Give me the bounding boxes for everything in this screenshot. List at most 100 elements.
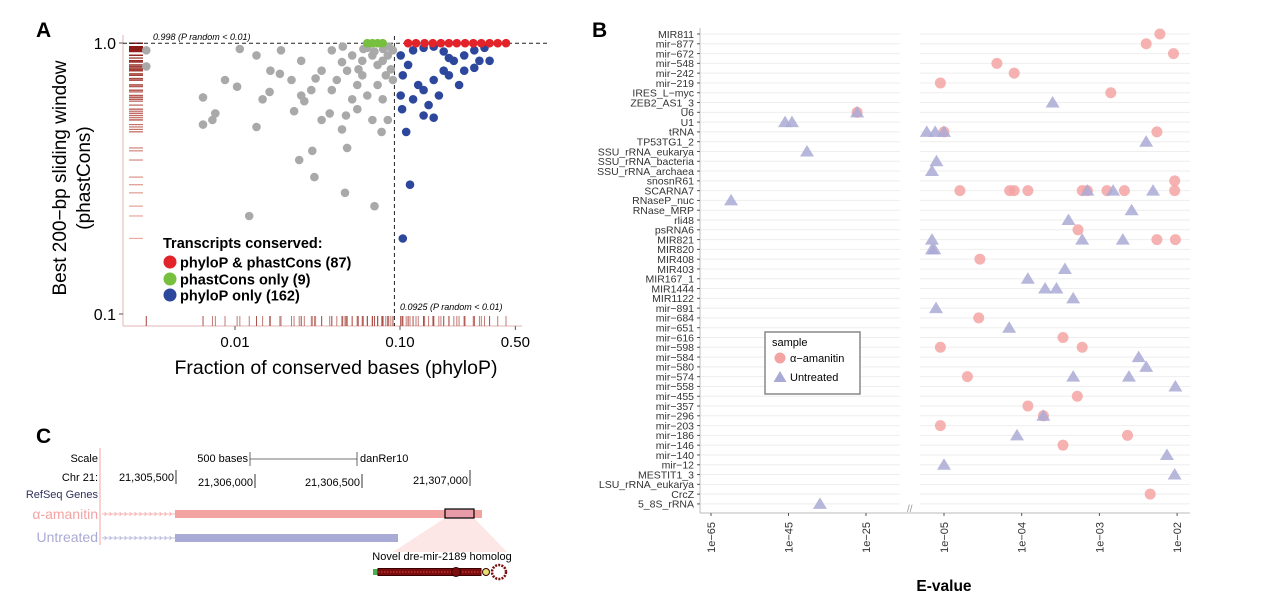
a-x-tick-label: 0.01 [220,334,249,351]
a-point-phyloP-only [429,113,439,122]
c-chrom-label: Chr 21: [62,472,98,484]
a-point-phastCons-only [378,38,388,48]
a-point-not-conserved [386,65,396,74]
b-point-alpha-amanitin [1118,185,1130,197]
c-mirna-box[interactable] [444,508,475,519]
b-row-label: rli48 [674,215,694,227]
a-point-phyloP-only [444,71,454,80]
a-point-not-conserved [340,188,350,198]
a-point-both [444,38,454,48]
c-coord-2: 21,306,000 [198,477,253,489]
c-strand-arrow-icon [149,535,152,541]
b-point-untreated [1139,360,1154,372]
b-point-alpha-amanitin [1022,185,1034,197]
b-point-untreated [812,497,827,509]
a-point-phyloP-only [398,71,408,80]
a-point-not-conserved [142,62,151,71]
b-point-alpha-amanitin [1168,48,1179,60]
a-legend-item-phastcons: phastCons only (9) [180,273,311,289]
c-scale-bar-label: 500 bases [197,453,248,465]
b-point-alpha-amanitin [1151,234,1163,246]
b-point-untreated [1010,428,1025,441]
b-point-alpha-amanitin [1076,341,1088,353]
c-strand-arrow-icon [169,535,172,541]
b-point-untreated [1106,184,1121,196]
b-point-alpha-amanitin [1008,67,1020,79]
b-row-label: MIR1122 [652,293,694,305]
a-point-phyloP-only [459,51,469,60]
a-points [142,38,511,243]
a-point-phyloP-only [439,47,449,56]
a-point-not-conserved [341,111,351,120]
a-point-both [477,38,486,48]
c-coord-4: 21,307,000 [413,475,468,487]
a-point-not-conserved [311,74,320,83]
b-legend-item-alpha: α−amanitin [790,353,844,365]
a-point-not-conserved [265,87,274,97]
a-point-not-conserved [244,211,254,221]
a-point-not-conserved [317,66,326,75]
c-strand-arrow-icon [159,535,162,541]
b-row-labels: MIR811mir−877mir−672mir−548mir−242mir−21… [597,29,700,511]
a-point-not-conserved [232,82,242,91]
c-strand-arrow-icon [114,511,117,517]
a-point-not-conserved [347,51,357,60]
a-point-both [428,38,438,48]
b-point-untreated [1124,203,1139,216]
a-point-not-conserved [363,91,372,100]
a-point-not-conserved [354,65,363,74]
b-x-tick-label: 1e−02 [1172,522,1184,553]
a-point-not-conserved [310,172,319,182]
b-point-alpha-amanitin [1169,185,1181,197]
b-row-label: ZEB2_AS1_3 [630,97,694,109]
a-point-phyloP-only [408,46,418,55]
a-point-phyloP-only [429,75,439,85]
b-point-alpha-amanitin [1169,175,1181,187]
a-x-tick-label: 0.10 [385,334,414,351]
panel-a-scatter: 0.01 0.10 0.50 1.0 0.1 0.998 (P random < 0.0… [50,32,548,379]
b-row-label: mir−548 [656,58,694,70]
a-point-phyloP-only [470,63,479,73]
b-row-label: mir−455 [656,391,694,403]
c-intron-arrows-alpha [102,511,175,517]
c-assembly-label: danRer10 [360,453,408,465]
c-track-label-untreated: Untreated [37,529,98,545]
a-point-not-conserved [388,75,398,85]
b-row-label: mir−146 [656,440,694,452]
a-point-not-conserved [353,80,362,90]
c-strand-arrow-icon [109,535,112,541]
b-point-alpha-amanitin [1144,488,1156,500]
c-coord-3: 21,306,500 [305,477,360,489]
b-row-label: SSU_rRNA_eukarya [598,146,694,158]
b-point-untreated [1139,135,1154,147]
b-point-untreated [1131,350,1146,363]
panel-b-dotplot: MIR811mir−877mir−672mir−548mir−242mir−21… [597,28,1190,595]
c-zoom-callout [393,518,507,552]
b-row-label: mir−203 [656,420,694,432]
b-point-untreated [1057,262,1072,274]
b-point-untreated [800,144,815,157]
c-strand-arrow-icon [134,511,137,517]
b-point-alpha-amanitin [1169,234,1181,246]
a-point-not-conserved [332,75,342,85]
b-point-untreated [1146,184,1161,196]
a-point-not-conserved [307,85,316,95]
a-point-both [469,38,478,48]
b-legend-triangle-icon [773,371,787,382]
c-strand-arrow-icon [124,535,127,541]
a-point-not-conserved [378,95,388,104]
b-row-label: mir−584 [656,352,694,364]
b-row-label: mir−580 [656,362,694,374]
a-point-phyloP-only [444,53,454,63]
a-y-threshold-label: 0.998 (P random < 0.01) [153,32,250,42]
b-x-axis-title: E-value [916,578,972,595]
b-x-tick-label: 1e−25 [861,522,873,553]
panel-c-genome-browser: Scale Chr 21: 500 bases danRer10 21,305,… [26,448,512,581]
a-point-not-conserved [368,115,377,125]
c-strand-arrow-icon [154,511,157,517]
b-point-alpha-amanitin [1122,429,1133,441]
a-point-not-conserved [276,46,286,55]
a-point-not-conserved [296,56,306,66]
a-point-not-conserved [377,127,386,137]
